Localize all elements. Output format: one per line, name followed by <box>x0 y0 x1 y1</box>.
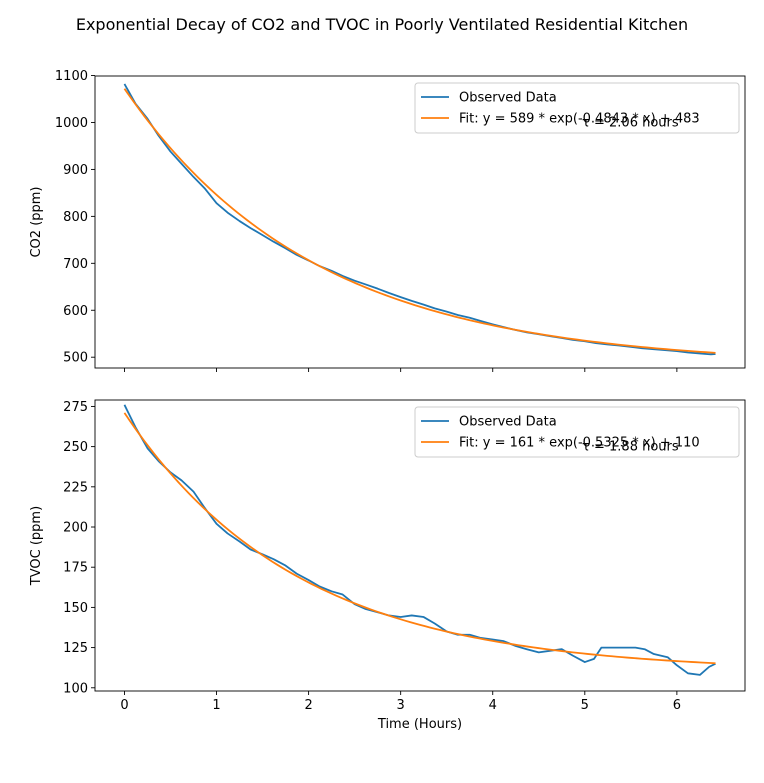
x-tick-label: 5 <box>581 698 589 713</box>
legend-box <box>414 82 740 134</box>
y-tick-label: 150 <box>63 601 88 616</box>
x-tick-label: 1 <box>212 698 220 713</box>
y-tick-label: 250 <box>63 440 88 455</box>
y-tick-label: 275 <box>63 400 88 415</box>
tau-annotation: τ = 1.88 hours <box>582 439 679 454</box>
y-tick-label: 225 <box>63 480 88 495</box>
fit-line <box>123 88 716 354</box>
legend-box <box>414 406 740 458</box>
x-axis-label: Time (Hours) <box>377 717 462 732</box>
y-tick-label: 700 <box>63 257 88 272</box>
y-tick-label: 1100 <box>55 69 88 84</box>
x-tick-label: 2 <box>304 698 312 713</box>
y-tick-label: 500 <box>63 351 88 366</box>
y-axis-label: TVOC (ppm) <box>29 506 44 586</box>
co2-chart: 500 600 700 800 900 1000 1100 CO2 (ppm) Observed… <box>29 69 746 372</box>
y-tick-label: 100 <box>63 681 88 696</box>
legend-label: Fit: y = 589 * exp(-0.4843 * x) + 483 <box>459 112 700 127</box>
y-tick-label: 125 <box>63 641 88 656</box>
y-tick-label: 175 <box>63 561 88 576</box>
x-tick-label: 3 <box>397 698 405 713</box>
figure-title: Exponential Decay of CO2 and TVOC in Poo… <box>76 15 688 34</box>
x-tick-label: 0 <box>120 698 128 713</box>
y-tick-label: 1000 <box>55 116 88 131</box>
tvoc-chart: 0 1 2 3 4 5 6 100 125 150 175 200 225 250 275 TVOC (ppm… <box>29 399 746 732</box>
y-tick-label: 200 <box>63 521 88 536</box>
y-axis-label: CO2 (ppm) <box>29 186 44 257</box>
legend-label: Observed Data <box>459 415 557 430</box>
x-tick-label: 4 <box>489 698 497 713</box>
observed-line <box>123 404 716 676</box>
tau-annotation: τ = 2.06 hours <box>582 116 679 131</box>
x-tick-label: 6 <box>673 698 681 713</box>
legend-label: Fit: y = 161 * exp(-0.5325 * x) + 110 <box>459 436 700 451</box>
y-tick-label: 900 <box>63 163 88 178</box>
y-tick-label: 800 <box>63 210 88 225</box>
legend-label: Observed Data <box>459 91 557 106</box>
fit-line <box>123 412 716 665</box>
y-tick-label: 600 <box>63 304 88 319</box>
